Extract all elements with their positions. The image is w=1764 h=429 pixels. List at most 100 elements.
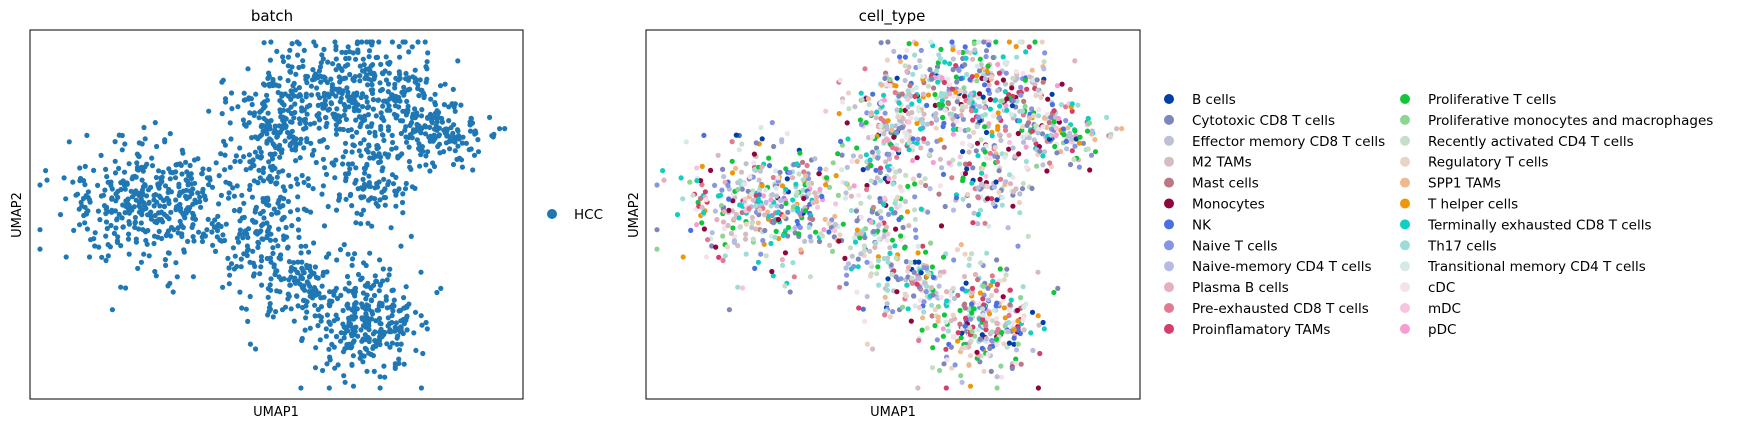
cell-type-point: [790, 260, 796, 266]
batch-point: [293, 136, 299, 142]
batch-point: [204, 227, 210, 233]
batch-point: [420, 350, 426, 357]
cell-type-point: [1053, 132, 1059, 138]
batch-point: [333, 47, 339, 53]
batch-point: [81, 178, 87, 184]
cell-type-point: [775, 216, 782, 223]
cell-type-point: [994, 320, 1000, 326]
batch-point: [423, 162, 429, 168]
batch-point: [313, 345, 319, 351]
cell-type-point: [987, 97, 994, 103]
batch-point: [378, 110, 384, 116]
cell-type-point: [884, 301, 890, 307]
batch-point: [214, 227, 221, 234]
cell-type-point: [837, 77, 843, 83]
batch-point: [84, 210, 90, 216]
batch-point: [279, 216, 285, 223]
batch-point: [134, 166, 140, 173]
batch-point: [351, 91, 357, 97]
batch-point: [321, 93, 327, 99]
batch-point: [212, 248, 219, 254]
batch-point: [134, 160, 140, 166]
cell-type-point: [1046, 136, 1053, 142]
cell-type-point: [819, 193, 825, 200]
cell-type-point: [1031, 113, 1037, 119]
cell-type-point: [905, 274, 911, 280]
batch-point: [282, 124, 288, 131]
cell-type-point: [1020, 315, 1027, 321]
cell-type-point: [994, 374, 1000, 380]
batch-point: [287, 47, 293, 53]
batch-point: [401, 361, 407, 367]
cell-type-point: [994, 197, 1000, 203]
cell-type-point: [994, 385, 1000, 391]
cell-type-point: [913, 234, 919, 240]
batch-point: [397, 75, 403, 81]
cell-type-point: [941, 361, 947, 367]
batch-point: [391, 111, 397, 117]
legend-marker-t-helper-cells: [1400, 198, 1410, 209]
batch-point: [153, 218, 160, 224]
cell-type-point: [766, 163, 773, 169]
batch-point: [470, 167, 476, 173]
batch-point: [394, 189, 400, 195]
cell-type-point: [937, 56, 943, 62]
batch-point: [133, 236, 139, 242]
cell-type-point: [909, 109, 915, 116]
cell-type-point: [942, 107, 948, 113]
cell-type-point: [1018, 92, 1024, 98]
batch-point: [167, 131, 173, 137]
cell-type-point: [959, 379, 965, 385]
batch-point: [323, 123, 329, 130]
batch-point: [221, 138, 227, 144]
batch-point: [160, 169, 166, 175]
batch-point: [99, 254, 105, 260]
cell-type-point: [982, 82, 988, 88]
cell-type-point: [849, 253, 855, 259]
cell-type-point: [773, 185, 779, 191]
batch-point: [320, 367, 326, 374]
batch-point: [222, 167, 228, 173]
batch-point: [297, 281, 303, 287]
batch-panel: batch UMAP1 UMAP2 HCC: [10, 7, 603, 420]
batch-point: [116, 165, 122, 171]
batch-point: [423, 319, 429, 326]
batch-point: [392, 85, 398, 91]
batch-point: [287, 209, 294, 215]
cell-type-point: [968, 316, 974, 322]
batch-point: [333, 312, 339, 318]
cell-type-point: [791, 274, 797, 280]
cell-type-point: [1029, 128, 1035, 134]
cell-type-point: [725, 222, 731, 229]
batch-point: [184, 195, 190, 202]
batch-point: [341, 112, 347, 118]
batch-point: [277, 75, 283, 81]
cell-type-point: [1059, 81, 1065, 87]
batch-point: [199, 171, 205, 177]
batch-point: [209, 184, 216, 190]
cell-type-point: [1000, 294, 1006, 300]
batch-point: [408, 233, 414, 239]
batch-point: [407, 86, 413, 92]
cell-type-point: [859, 97, 865, 103]
cell-type-point: [951, 106, 957, 112]
cell-type-point: [961, 85, 967, 91]
batch-point: [359, 91, 366, 97]
batch-point: [108, 182, 114, 189]
batch-point: [108, 222, 114, 229]
cell-type-point: [909, 87, 916, 93]
batch-point: [186, 173, 192, 179]
cell-type-point: [854, 231, 860, 237]
batch-point: [450, 86, 456, 92]
cell-type-point: [1011, 189, 1017, 195]
cell-type-point: [917, 63, 923, 69]
batch-point: [66, 139, 72, 145]
cell-type-point: [878, 115, 884, 122]
cell-type-point: [1033, 93, 1039, 99]
cell-type-point: [1023, 144, 1029, 150]
batch-point: [243, 306, 249, 312]
batch-point: [444, 132, 450, 138]
cell-type-point: [1028, 330, 1034, 336]
batch-point: [434, 289, 440, 296]
cell-type-point: [984, 183, 990, 190]
